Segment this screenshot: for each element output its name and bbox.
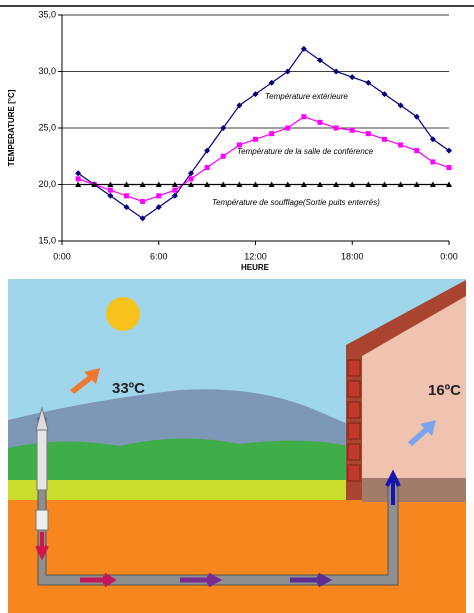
y-tick-label: 15,0	[38, 235, 56, 245]
point	[156, 193, 161, 198]
point	[269, 131, 274, 136]
point	[301, 114, 306, 119]
y-tick-label: 35,0	[38, 9, 56, 19]
y-tick-label: 20,0	[38, 179, 56, 189]
point	[414, 148, 419, 153]
x-tick-label: 12:00	[244, 251, 267, 261]
point	[221, 154, 226, 159]
x-tick-label: 0:00	[53, 251, 71, 261]
intake-pipe	[37, 430, 47, 490]
foundation	[362, 478, 466, 502]
filter	[36, 510, 48, 530]
point	[430, 159, 435, 164]
point	[350, 128, 355, 133]
point	[382, 137, 387, 142]
sun	[106, 297, 140, 331]
point	[124, 193, 129, 198]
point	[318, 120, 323, 125]
point	[140, 199, 145, 204]
point	[205, 165, 210, 170]
inside-temp: 16ºC	[428, 382, 461, 399]
point	[189, 176, 194, 181]
outside-temp: 33ºC	[112, 380, 145, 397]
x-tick-label: 0:00	[440, 251, 458, 261]
series-label: Température extérieure	[265, 92, 348, 101]
chart: TEMPERATURE [°C] HEURE 15,0 20,0 25,0 30,0 3…	[7, 9, 458, 272]
series-line	[78, 117, 449, 202]
point	[172, 188, 177, 193]
y-tick-label: 30,0	[38, 66, 56, 76]
y-tick-label: 25,0	[38, 122, 56, 132]
point	[76, 176, 81, 181]
x-tick-label: 18:00	[341, 251, 364, 261]
x-tick-label: 6:00	[150, 251, 168, 261]
series-label: Température de soufflage(Sortie puits en…	[212, 198, 380, 207]
point	[447, 165, 452, 170]
series-label: Température de la salle de conférence	[237, 147, 374, 156]
illustration: 33ºC 16ºC	[8, 279, 466, 613]
point	[253, 137, 258, 142]
point	[366, 131, 371, 136]
point	[349, 74, 355, 80]
point	[108, 188, 113, 193]
page: TEMPERATURE [°C] HEURE 15,0 20,0 25,0 30,0 3…	[0, 0, 474, 613]
point	[398, 142, 403, 147]
point	[334, 126, 339, 131]
x-axis-label: HEURE	[241, 263, 270, 272]
point	[285, 126, 290, 131]
series-line	[78, 49, 449, 219]
y-axis-label: TEMPERATURE [°C]	[7, 89, 16, 166]
